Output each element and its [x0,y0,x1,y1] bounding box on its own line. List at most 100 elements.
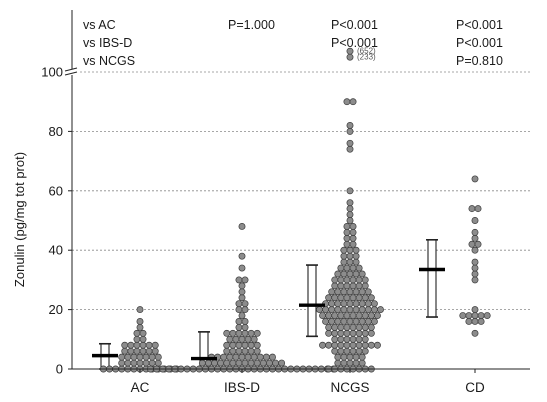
data-point [241,347,249,355]
data-point [346,145,354,153]
data-point [334,288,342,296]
data-point [124,353,132,361]
data-point [328,300,336,308]
data-point [471,217,479,224]
data-point [331,347,339,355]
data-point [346,252,354,260]
data-point [331,335,339,343]
data-point [136,306,144,314]
data-point [349,341,357,349]
median-lines [92,267,445,361]
data-point [352,288,360,296]
data-point [334,300,342,308]
data-point [471,175,479,183]
data-point [118,359,126,367]
data-point [256,353,264,361]
data-point [223,359,231,367]
data-point [361,335,369,343]
data-point [247,341,255,349]
p-value-label: P<0.001 [456,36,503,50]
data-point [346,205,354,213]
data-point [232,353,240,361]
data-point [352,252,360,260]
data-point [358,318,366,325]
data-point [340,353,348,361]
data-point [340,359,348,367]
data-point [139,329,147,337]
data-point [121,341,129,349]
data-point [198,359,206,367]
data-point [238,222,246,230]
data-point [121,347,129,355]
data-point [204,359,212,367]
data-point [364,318,372,325]
data-point [349,347,357,355]
data-point [133,329,141,337]
data-point [250,335,258,343]
y-axis-label: Zonulin (pg/mg tot prot) [12,152,27,287]
data-point [151,341,159,349]
data-point [346,353,354,361]
data-point [367,329,375,337]
data-point [349,240,357,248]
data-point [235,329,243,337]
data-point [355,294,363,302]
comparison-row-label: vs NCGS [83,54,135,68]
data-point [367,312,375,319]
p-value-label: P=1.000 [228,18,275,32]
data-point [244,335,252,343]
data-point [346,288,354,296]
data-point [370,306,378,314]
data-point [331,329,339,337]
data-point [139,335,147,343]
data-point [334,318,342,325]
data-point [343,222,351,230]
data-point [154,353,162,361]
data-point [259,359,267,367]
data-point [235,359,243,367]
data-point [238,264,246,272]
data-point [145,341,153,349]
data-point [238,353,246,361]
data-point [459,312,467,319]
y-tick-label: 60 [49,183,63,198]
y-tick-label: 20 [49,302,63,317]
data-point [322,306,330,314]
data-point [229,347,237,355]
data-point [367,341,375,349]
data-point [133,341,141,349]
data-point [235,341,243,349]
data-point [349,294,357,302]
outlier-value-label: (652) [357,47,376,56]
data-point [343,347,351,355]
data-point [465,312,473,319]
data-point [235,347,243,355]
data-point [374,312,381,319]
data-point [331,341,339,349]
data-point [355,323,363,331]
data-point [355,276,363,284]
data-point [355,282,363,290]
data-point [367,294,375,302]
data-point [364,306,372,314]
data-point [471,258,479,266]
axes [64,10,530,373]
data-point [364,300,372,308]
p-value-table: vs AC vs IBS-D vs NCGS P=1.000 P<0.001 P<0.00… [83,18,503,68]
x-category-labels: AC IBS-D NCGS CD [131,380,485,395]
data-point [343,335,351,343]
data-point [238,288,246,296]
data-point [328,318,336,325]
data-point [139,341,147,349]
data-point [474,240,482,248]
data-point [235,323,243,331]
data-point [325,341,333,349]
data-point [352,246,360,254]
data-point [133,335,141,343]
comparison-row-label: vs IBS-D [83,36,132,50]
data-point [349,276,357,284]
data-point [337,341,345,349]
data-point [325,323,333,331]
data-point [340,306,348,314]
data-point [346,199,354,207]
